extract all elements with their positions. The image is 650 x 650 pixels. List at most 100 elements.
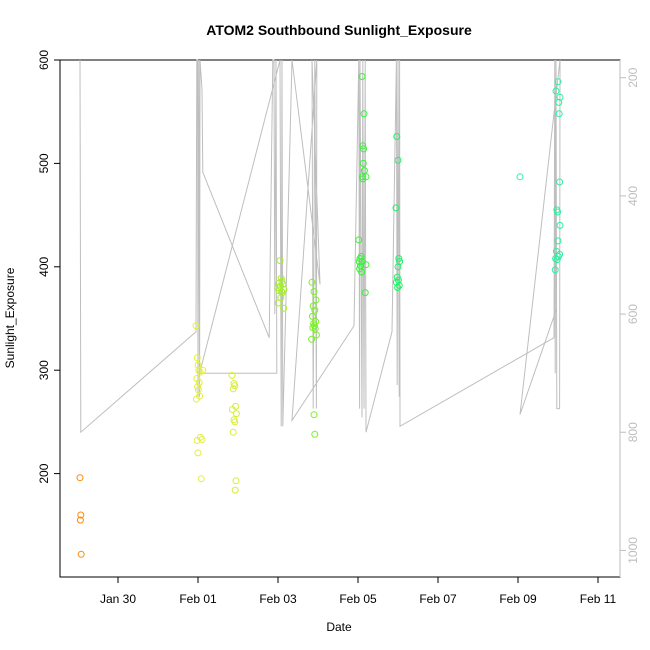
data-point <box>274 299 282 307</box>
data-point <box>555 110 563 118</box>
data-point <box>552 255 560 262</box>
x-axis: Jan 30 Feb 01 Feb 03 Feb 05 Feb 07 Feb 09 Feb … <box>100 577 617 606</box>
data-point <box>232 477 240 485</box>
data-point <box>195 379 203 387</box>
connector-lines <box>79 59 561 434</box>
data-point <box>231 418 239 426</box>
data-point <box>194 449 202 457</box>
data-point <box>308 335 316 343</box>
data-point <box>554 208 562 216</box>
data-point <box>308 312 316 320</box>
x-tick-label: Feb 09 <box>499 592 537 606</box>
data-point <box>394 276 402 284</box>
data-point <box>311 430 319 438</box>
data-point <box>77 550 85 558</box>
x-tick-label: Feb 01 <box>179 592 217 606</box>
x-tick-label: Feb 03 <box>259 592 297 606</box>
data-point <box>394 284 402 291</box>
data-point <box>361 289 369 297</box>
secondary-y-tick-label: 800 <box>626 422 640 442</box>
data-point <box>392 204 400 212</box>
data-point <box>229 385 237 393</box>
x-tick-label: Feb 05 <box>339 592 377 606</box>
data-point <box>312 318 320 326</box>
y-tick-label: 500 <box>37 153 51 173</box>
data-point <box>77 511 85 519</box>
data-point <box>232 410 240 418</box>
data-point <box>358 268 366 276</box>
x-tick-label: Feb 11 <box>580 592 617 606</box>
data-point <box>312 331 320 339</box>
x-axis-label: Date <box>326 620 352 634</box>
data-point <box>197 475 205 483</box>
data-point <box>394 156 402 164</box>
data-point <box>395 281 403 289</box>
data-point <box>359 159 367 167</box>
data-point <box>229 428 237 436</box>
data-point <box>194 361 202 369</box>
data-point <box>555 98 563 106</box>
y-tick-label: 200 <box>37 463 51 483</box>
secondary-y-tick-label: 200 <box>626 67 640 87</box>
data-point <box>553 256 561 264</box>
chart-title: ATOM2 Southbound Sunlight_Exposure <box>206 22 472 38</box>
y-tick-label: 400 <box>37 256 51 276</box>
data-point <box>199 366 207 374</box>
secondary-y-tick-label: 1000 <box>626 537 640 564</box>
data-point <box>276 257 284 265</box>
data-point <box>556 93 564 101</box>
data-point <box>355 258 363 266</box>
y-axis-label: Sunlight_Exposure <box>3 267 17 368</box>
data-point <box>310 288 318 296</box>
data-point <box>362 261 370 269</box>
secondary-y-axis: 200 400 600 800 1000 <box>619 60 640 577</box>
secondary-y-tick-label: 600 <box>626 304 640 324</box>
y-axis: 200 300 400 500 600 <box>37 50 60 484</box>
data-point <box>231 486 239 494</box>
data-point <box>274 284 282 291</box>
data-point <box>309 302 317 310</box>
data-point <box>360 110 368 118</box>
data-point <box>193 354 201 362</box>
data-point <box>551 266 559 274</box>
data-point <box>554 78 562 86</box>
data-point <box>393 273 401 281</box>
connector-line-0 <box>79 59 561 434</box>
data-point <box>395 255 403 262</box>
secondary-y-tick-label: 400 <box>626 186 640 206</box>
y-tick-label: 300 <box>37 360 51 380</box>
data-point <box>308 278 316 286</box>
data-point <box>194 386 202 394</box>
data-point <box>362 173 370 181</box>
data-point <box>355 236 363 244</box>
data-point <box>192 395 200 403</box>
data-point <box>312 296 320 304</box>
data-point <box>310 411 318 419</box>
x-tick-label: Jan 30 <box>100 592 136 606</box>
y-tick-label: 600 <box>37 50 51 70</box>
data-point <box>193 437 201 444</box>
data-point <box>280 304 288 312</box>
plot-frame <box>59 59 621 578</box>
data-point <box>228 371 236 379</box>
data-point <box>76 474 84 482</box>
data-point <box>358 73 366 80</box>
data-points <box>76 73 564 558</box>
data-point <box>556 221 564 229</box>
data-point <box>360 145 368 153</box>
data-point <box>556 178 564 186</box>
data-point <box>311 306 319 314</box>
data-point <box>394 263 402 271</box>
data-point <box>359 142 367 150</box>
data-point <box>228 406 236 413</box>
data-point <box>76 516 84 524</box>
data-point <box>552 87 560 95</box>
data-point <box>360 167 368 175</box>
data-point <box>198 436 206 443</box>
data-point <box>194 383 202 391</box>
data-point <box>310 322 318 330</box>
data-point <box>554 237 562 245</box>
data-point <box>516 173 524 181</box>
x-tick-label: Feb 07 <box>419 592 457 606</box>
